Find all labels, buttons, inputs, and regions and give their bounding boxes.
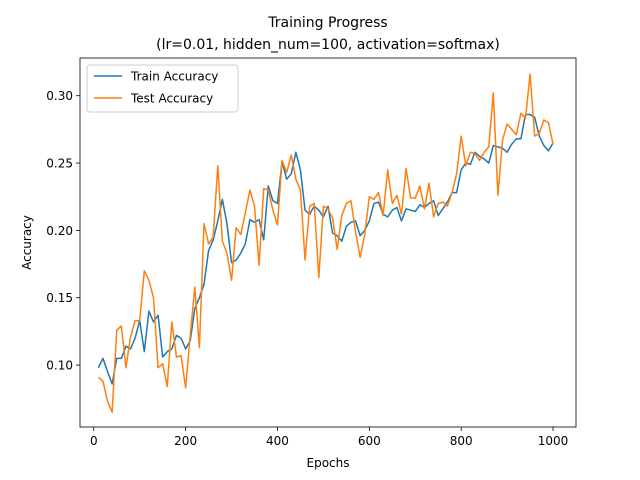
plot-frame	[79, 57, 577, 428]
x-tick-label: 200	[174, 434, 197, 448]
x-tick-label: 800	[450, 434, 473, 448]
x-tick-label: 400	[266, 434, 289, 448]
plot-lines	[97, 73, 554, 413]
y-tick-label: 0.30	[46, 89, 73, 103]
legend: Train Accuracy Test Accuracy	[86, 64, 239, 113]
y-tick-label: 0.15	[46, 291, 73, 305]
legend-label-test-accuracy: Test Accuracy	[130, 92, 213, 106]
y-tick-label: 0.20	[46, 224, 73, 238]
y-tick-label: 0.25	[46, 157, 73, 171]
axis-ticks: 0 200 400 600 800 1000 0.10 0.15 0.20 0.25 0.30	[46, 89, 568, 448]
series-line-test-accuracy	[97, 73, 554, 413]
x-axis-label: Epochs	[307, 456, 350, 470]
y-tick-label: 0.10	[46, 359, 73, 373]
chart-title: Training Progress	[267, 15, 387, 31]
x-tick-label: 0	[90, 434, 98, 448]
legend-label-train-accuracy: Train Accuracy	[130, 70, 218, 84]
legend-box	[86, 64, 239, 113]
y-axis-label: Accuracy	[20, 215, 34, 270]
x-tick-label: 1000	[538, 434, 569, 448]
x-tick-label: 600	[358, 434, 381, 448]
chart-subtitle: (lr=0.01, hidden_num=100, activation=sof…	[156, 37, 500, 53]
